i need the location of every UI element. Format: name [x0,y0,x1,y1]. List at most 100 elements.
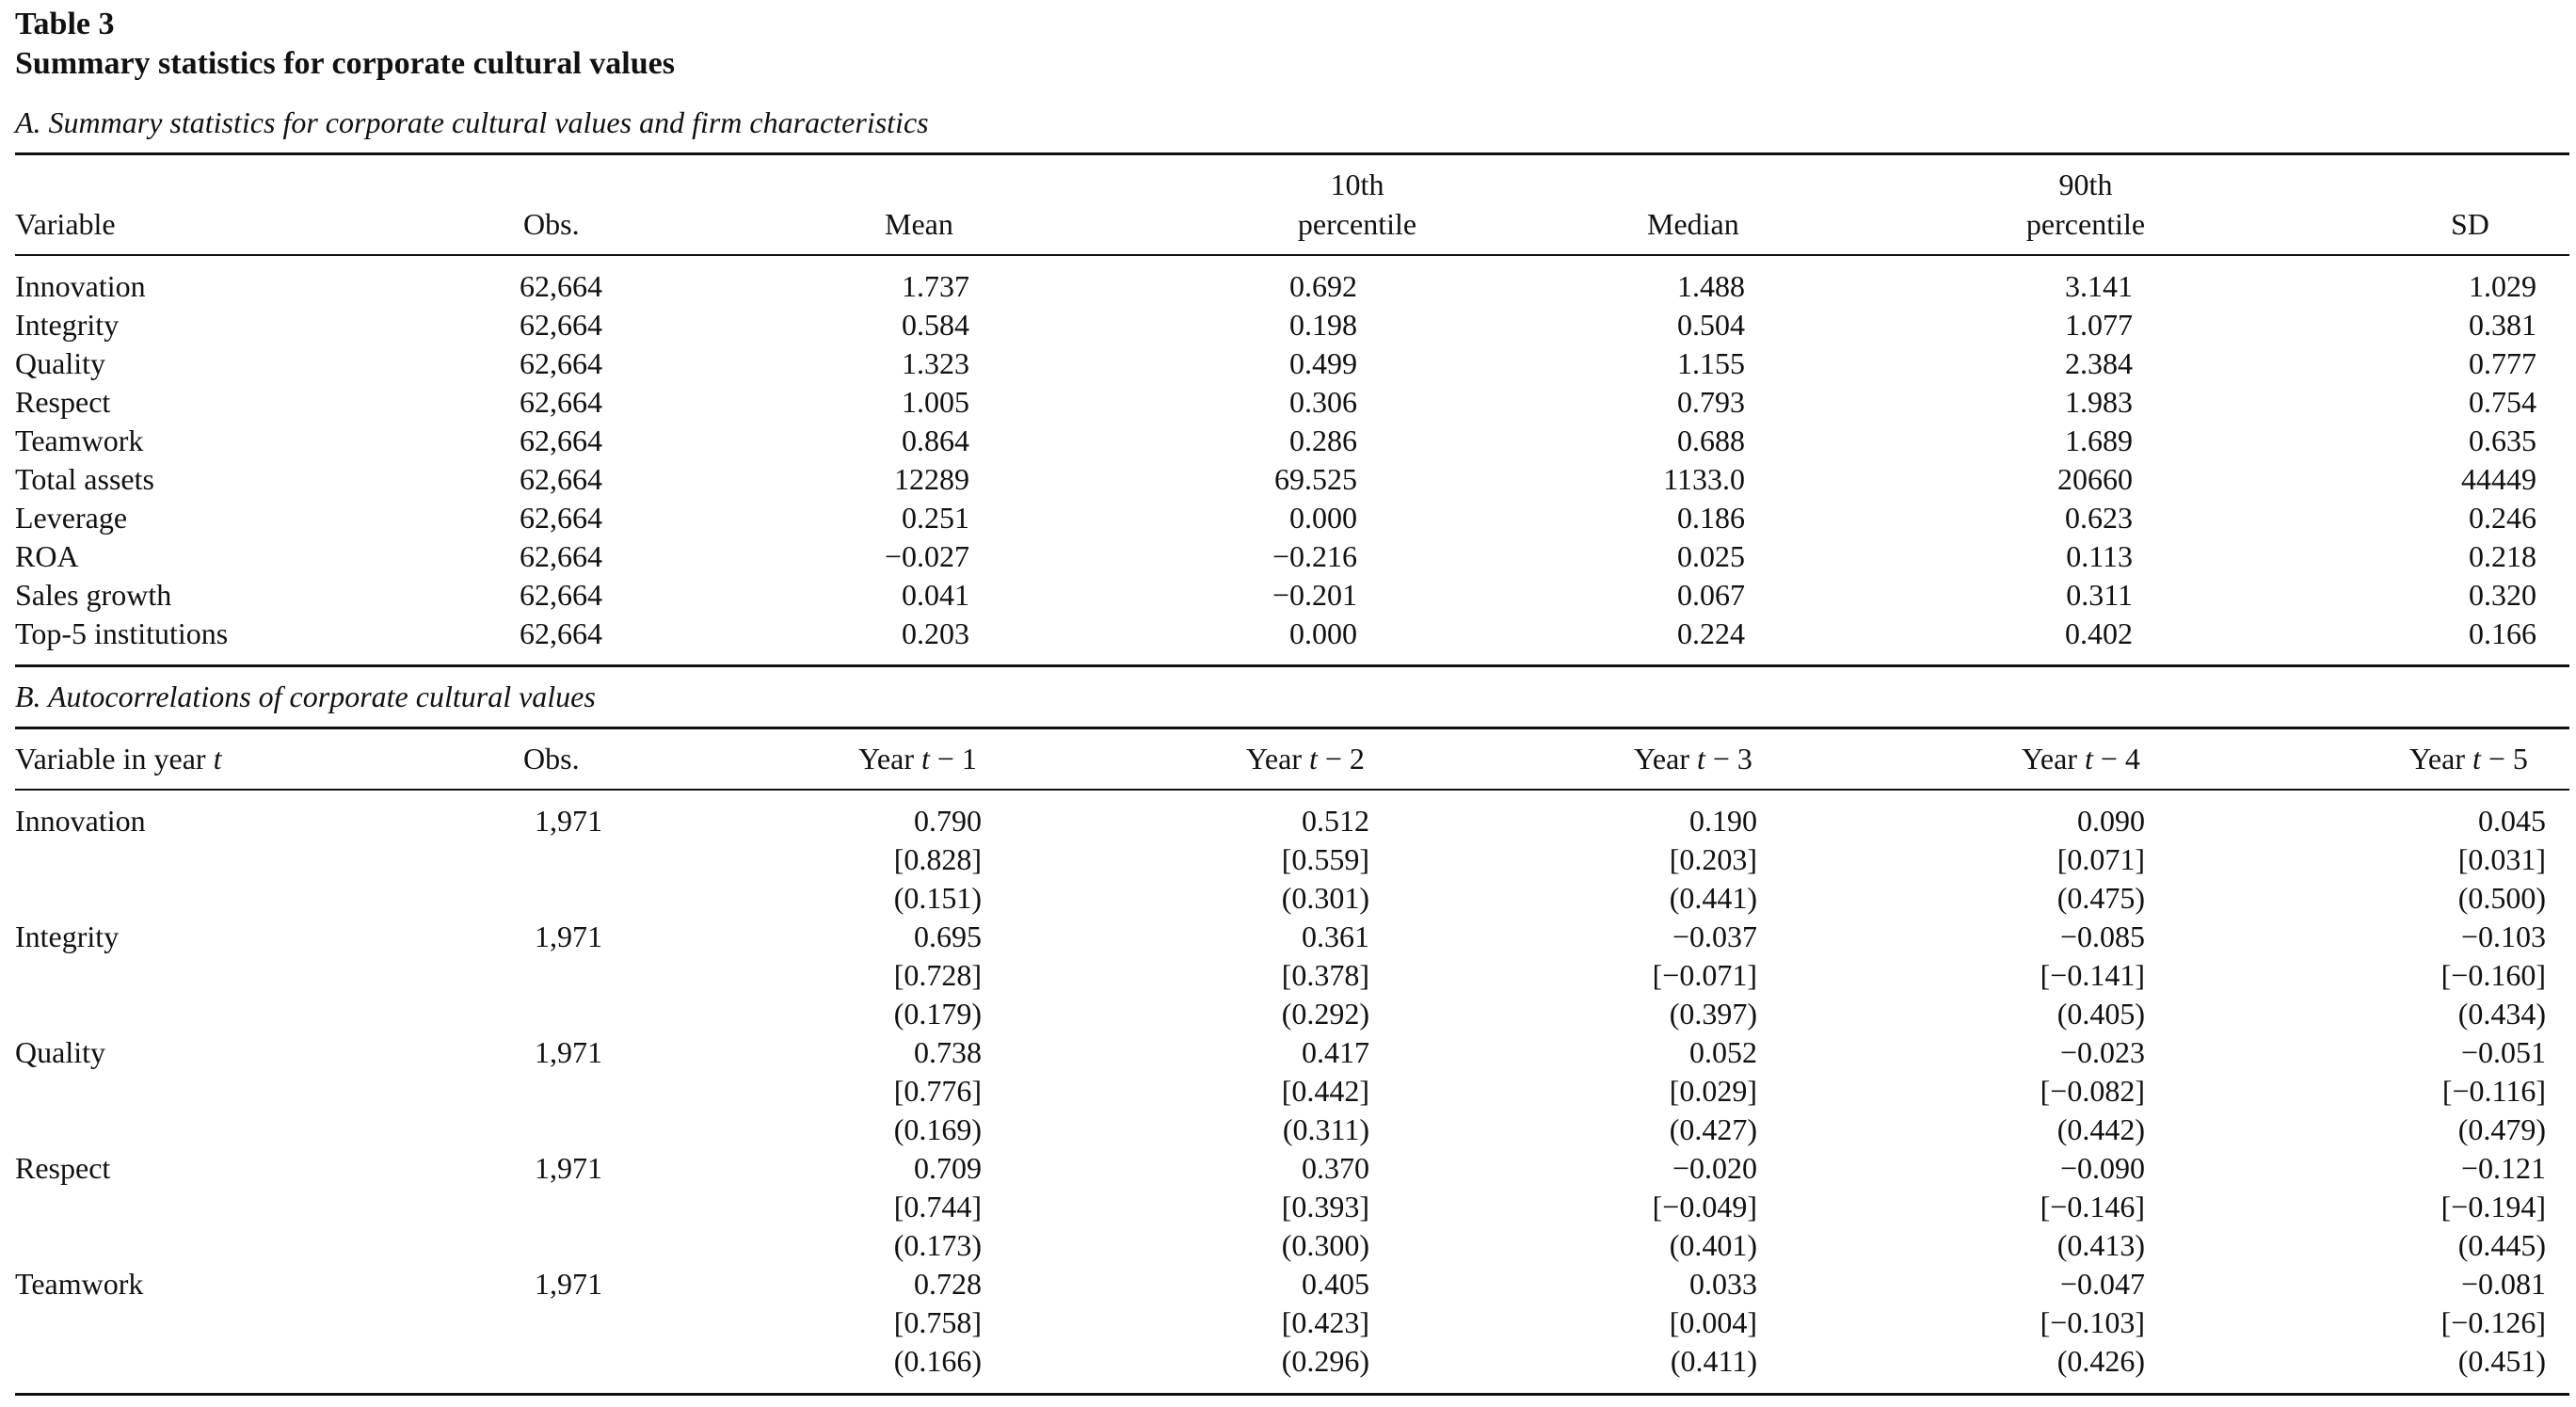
lag4-cell: (0.426) [2056,1344,2145,1378]
table-row: [0.744] [0.393] [−0.049] [−0.146] [−0.194] [0,1188,2576,1226]
variable-cell: Quality [15,346,105,380]
p90-cell: 2.384 [2065,346,2133,380]
mean-cell: 1.737 [902,269,969,303]
table-row: ROA 62,664 −0.027 −0.216 0.025 0.113 0.218 [0,537,2576,576]
lag5-cell: (0.451) [2457,1344,2546,1378]
lag5-cell: [−0.160] [2440,958,2546,992]
panel-a-top-rule [15,152,2569,155]
lag4-cell: 0.090 [2077,804,2145,838]
mean-cell: −0.027 [884,539,969,573]
lag1-cell: [0.744] [893,1190,982,1223]
table-row: Respect 62,664 1.005 0.306 0.793 1.983 0.754 [0,383,2576,422]
obs-cell: 62,664 [520,501,602,535]
lag3-cell: −0.037 [1672,919,1757,953]
lag2-cell: [0.378] [1281,958,1369,992]
table-row: [0.776] [0.442] [0.029] [−0.082] [−0.116] [0,1072,2576,1111]
sd-cell: 0.320 [2469,578,2536,612]
lag3-cell: [0.029] [1669,1074,1757,1108]
table-row: Teamwork 1,971 0.728 0.405 0.033 −0.047 −0.081 [0,1265,2576,1303]
lag5-cell: (0.500) [2457,881,2546,915]
lag1-cell: 0.709 [914,1151,982,1185]
p10-cell: 0.692 [1289,269,1357,303]
lag2-cell: [0.393] [1281,1190,1369,1223]
lag4-cell: (0.405) [2056,997,2145,1031]
lag3-cell: 0.052 [1689,1035,1757,1069]
table-row: Leverage 62,664 0.251 0.000 0.186 0.623 0.246 [0,499,2576,537]
panel-a-bottom-rule [15,664,2569,667]
lag3-cell: [0.004] [1669,1305,1757,1339]
variable-cell: Integrity [15,919,120,953]
p10-cell: 0.198 [1289,308,1357,342]
lag1-cell: (0.166) [893,1344,982,1378]
lag5-cell: −0.121 [2460,1151,2546,1185]
variable-cell: Leverage [15,501,128,535]
lag2-cell: [0.559] [1281,842,1369,876]
sd-cell: 44449 [2461,462,2536,496]
lag3-cell: −0.020 [1672,1151,1757,1185]
lag2-cell: (0.311) [1282,1112,1369,1146]
obs-cell: 62,664 [520,308,602,342]
p10-cell: 0.000 [1289,616,1357,650]
lag3-cell: (0.411) [1670,1344,1757,1378]
obs-cell: 1,971 [535,919,602,953]
table-row: Top-5 institutions 62,664 0.203 0.000 0.224 0… [0,615,2576,653]
header-year-t-5: Year t − 5 [2409,742,2528,775]
header-year-t-3: Year t − 3 [1634,742,1752,775]
variable-cell: Top-5 institutions [15,616,229,650]
lag2-cell: 0.361 [1302,919,1369,953]
lag5-cell: −0.103 [2460,919,2546,953]
p10-cell: −0.201 [1272,578,1357,612]
lag4-cell: [0.071] [2056,842,2145,876]
variable-cell: Quality [15,1035,105,1069]
median-cell: 0.067 [1677,578,1745,612]
lag4-cell: [−0.146] [2040,1190,2145,1223]
lag4-cell: [−0.103] [2040,1305,2145,1339]
median-cell: 0.793 [1677,385,1745,419]
header-p90-line1: 90th [2058,168,2113,201]
lag4-cell: [−0.141] [2040,958,2145,992]
p90-cell: 1.689 [2065,424,2133,457]
lag1-cell: 0.790 [914,804,982,838]
obs-cell: 1,971 [535,1267,602,1301]
sd-cell: 0.218 [2469,539,2536,573]
obs-cell: 62,664 [520,578,602,612]
variable-cell: ROA [15,539,79,573]
lag3-cell: (0.441) [1669,881,1757,915]
panel-a-title: A. Summary statistics for corporate cult… [15,105,929,139]
lag1-cell: [0.776] [893,1074,982,1108]
table-row: (0.166) (0.296) (0.411) (0.426) (0.451) [0,1342,2576,1381]
panel-a-header-rule [15,254,2569,256]
lag3-cell: [−0.071] [1652,958,1757,992]
lag1-cell: [0.758] [893,1305,982,1339]
header-median: Median [1647,207,1739,241]
mean-cell: 0.203 [902,616,969,650]
table-row: [0.728] [0.378] [−0.071] [−0.141] [−0.160] [0,956,2576,995]
p10-cell: 0.306 [1289,385,1357,419]
lag4-cell: −0.023 [2059,1035,2145,1069]
mean-cell: 1.005 [902,385,969,419]
panel-b-bottom-rule [15,1393,2569,1396]
header-b-obs: Obs. [523,742,580,775]
lag5-cell: [0.031] [2457,842,2546,876]
lag4-cell: (0.442) [2056,1112,2145,1146]
mean-cell: 12289 [894,462,969,496]
lag1-cell: (0.151) [893,881,982,915]
lag3-cell: (0.397) [1669,997,1757,1031]
mean-cell: 0.041 [902,578,969,612]
header-p90-line2: percentile [2025,207,2146,241]
table-row: Innovation 1,971 0.790 0.512 0.190 0.090 0.045 [0,802,2576,840]
sd-cell: 0.381 [2469,308,2536,342]
lag3-cell: (0.401) [1669,1228,1757,1262]
p10-cell: 0.286 [1289,424,1357,457]
lag1-cell: (0.169) [893,1112,982,1146]
p10-cell: 0.499 [1289,346,1357,380]
p90-cell: 0.311 [2066,578,2133,612]
table-row: Teamwork 62,664 0.864 0.286 0.688 1.689 0.635 [0,422,2576,460]
sd-cell: 1.029 [2469,269,2536,303]
panel-b-title: B. Autocorrelations of corporate cultura… [15,680,596,713]
table-row: (0.179) (0.292) (0.397) (0.405) (0.434) [0,995,2576,1033]
table-row: (0.151) (0.301) (0.441) (0.475) (0.500) [0,879,2576,918]
lag2-cell: [0.442] [1281,1074,1369,1108]
panel-b-header-rule [15,789,2569,791]
